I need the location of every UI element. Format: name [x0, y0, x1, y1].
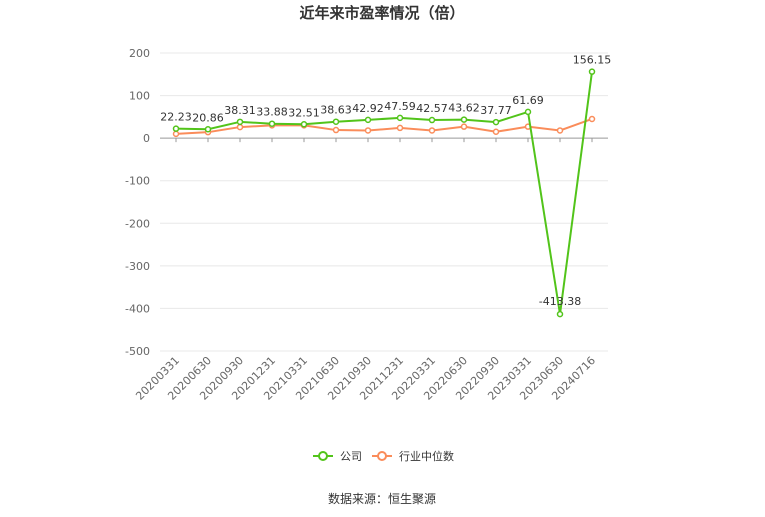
- company-point[interactable]: [524, 108, 532, 116]
- industry-point[interactable]: [364, 127, 372, 134]
- y-tick-label: -500: [125, 345, 150, 358]
- company-point[interactable]: [460, 116, 468, 123]
- chart-title: 近年来市盈率情况（倍）: [299, 4, 464, 22]
- company-point[interactable]: [236, 118, 244, 126]
- company-data-label: 20.86: [192, 111, 224, 124]
- legend-item-company[interactable]: 公司: [313, 450, 362, 463]
- company-point[interactable]: [172, 125, 180, 132]
- y-axis: 200 100 0 -100 -200 -300 -400 -500: [125, 47, 150, 358]
- company-data-label: 32.51: [288, 106, 320, 119]
- company-data-label: 156.15: [573, 54, 612, 67]
- company-data-label: 37.77: [480, 104, 512, 117]
- company-data-label: 42.57: [416, 102, 448, 115]
- legend: 公司 行业中位数: [313, 449, 454, 463]
- industry-point[interactable]: [236, 123, 244, 131]
- company-point[interactable]: [268, 120, 276, 127]
- y-tick-label: 200: [129, 47, 150, 60]
- company-point[interactable]: [588, 68, 596, 75]
- y-tick-label: -300: [125, 260, 150, 273]
- legend-industry-label: 行业中位数: [399, 449, 454, 463]
- company-data-label: -413.38: [539, 295, 581, 308]
- x-axis: 2020033120200630202009302020123120210331…: [133, 138, 598, 403]
- legend-company-swatch-dot: [318, 451, 328, 461]
- company-point[interactable]: [300, 121, 308, 128]
- legend-item-industry[interactable]: 行业中位数: [372, 449, 454, 463]
- industry-point[interactable]: [588, 115, 596, 123]
- company-point[interactable]: [396, 114, 404, 122]
- company-point[interactable]: [204, 126, 212, 133]
- company-data-label: 42.92: [352, 102, 384, 115]
- y-tick-label: 100: [129, 90, 150, 103]
- company-data-label: 47.59: [384, 100, 416, 113]
- y-tick-label: 0: [143, 132, 150, 145]
- company-line: [175, 71, 593, 315]
- grid-lines: [160, 52, 608, 352]
- data-source: 数据来源：恒生聚源: [328, 491, 436, 506]
- company-data-label: 38.31: [224, 104, 256, 117]
- industry-point[interactable]: [492, 128, 500, 136]
- company-point[interactable]: [364, 116, 372, 124]
- company-data-label: 22.23: [160, 111, 192, 124]
- company-data-label: 38.63: [320, 104, 352, 117]
- y-tick-label: -100: [125, 175, 150, 188]
- legend-industry-swatch-dot: [377, 451, 387, 461]
- company-point[interactable]: [556, 310, 564, 318]
- industry-point[interactable]: [428, 127, 436, 134]
- industry-line: [175, 118, 593, 135]
- industry-point[interactable]: [332, 126, 340, 134]
- y-tick-label: -200: [125, 217, 150, 230]
- industry-point[interactable]: [556, 127, 564, 134]
- company-data-label: 43.62: [448, 102, 480, 115]
- company-data-label: 33.88: [256, 106, 288, 119]
- company-data-label: 61.69: [512, 94, 544, 107]
- company-point[interactable]: [332, 118, 340, 125]
- legend-company-label: 公司: [340, 450, 362, 463]
- series-layer: [172, 68, 596, 318]
- company-point[interactable]: [492, 118, 500, 126]
- y-tick-label: -400: [125, 302, 150, 315]
- industry-point[interactable]: [172, 130, 180, 138]
- industry-point[interactable]: [396, 124, 404, 132]
- industry-point[interactable]: [460, 123, 468, 130]
- company-point[interactable]: [428, 116, 436, 124]
